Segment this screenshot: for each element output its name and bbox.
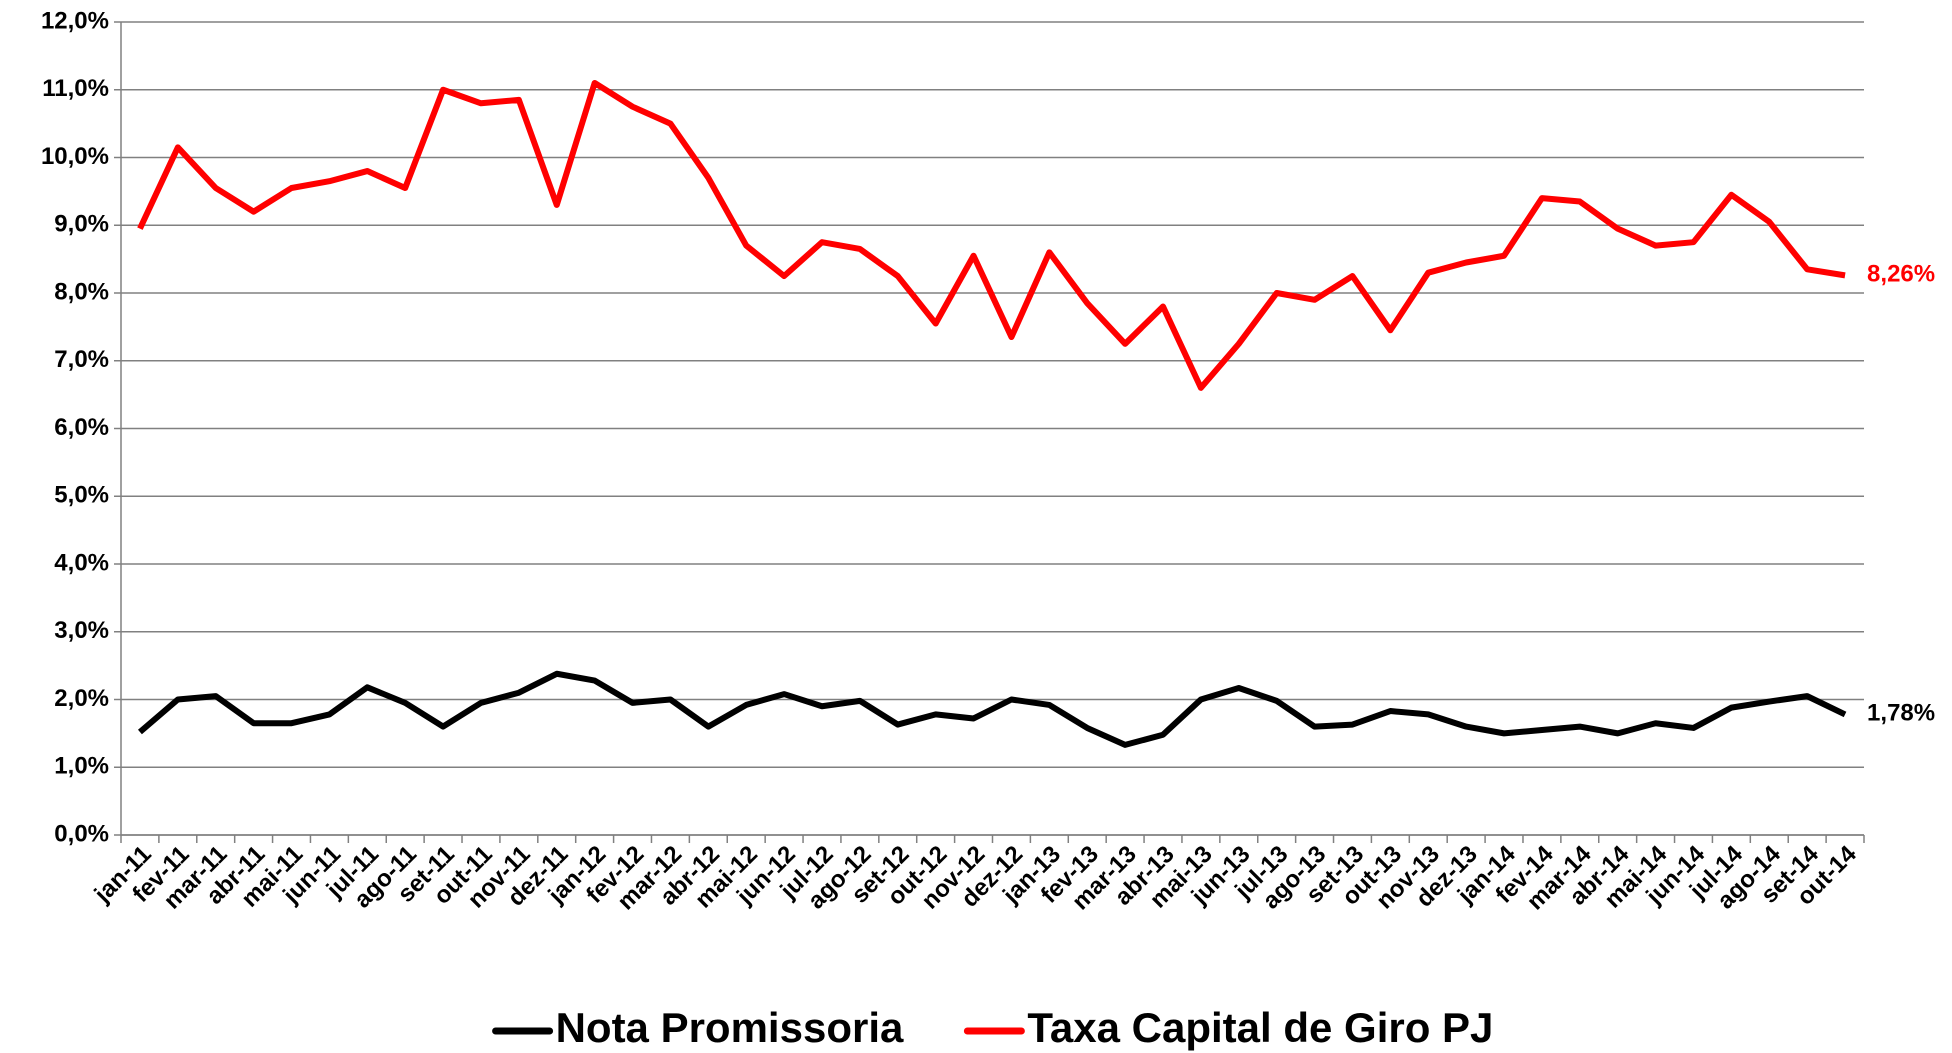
y-tick-label: 0,0% <box>54 820 109 847</box>
y-tick-label: 4,0% <box>54 549 109 576</box>
legend-label: Nota Promissoria <box>556 1004 904 1051</box>
y-tick-label: 1,0% <box>54 753 109 780</box>
series-line <box>137 79 1846 391</box>
series-line <box>137 670 1847 748</box>
legend-label: Taxa Capital de Giro PJ <box>1027 1004 1493 1051</box>
y-tick-label: 8,0% <box>54 278 109 305</box>
y-tick-label: 6,0% <box>54 414 109 441</box>
legend: Nota Promissoria Taxa Capital de Giro PJ <box>492 1004 1493 1051</box>
y-tick-label: 7,0% <box>54 346 109 373</box>
y-tick-label: 5,0% <box>54 482 109 509</box>
data-label: 1,78% <box>1867 700 1935 727</box>
y-tick-label: 2,0% <box>54 685 109 712</box>
data-label: 8,26% <box>1867 261 1935 288</box>
y-tick-label: 9,0% <box>54 211 109 238</box>
y-tick-label: 12,0% <box>41 7 109 34</box>
y-tick-label: 3,0% <box>54 617 109 644</box>
y-tick-label: 11,0% <box>42 75 109 102</box>
y-tick-label: 10,0% <box>41 143 109 170</box>
